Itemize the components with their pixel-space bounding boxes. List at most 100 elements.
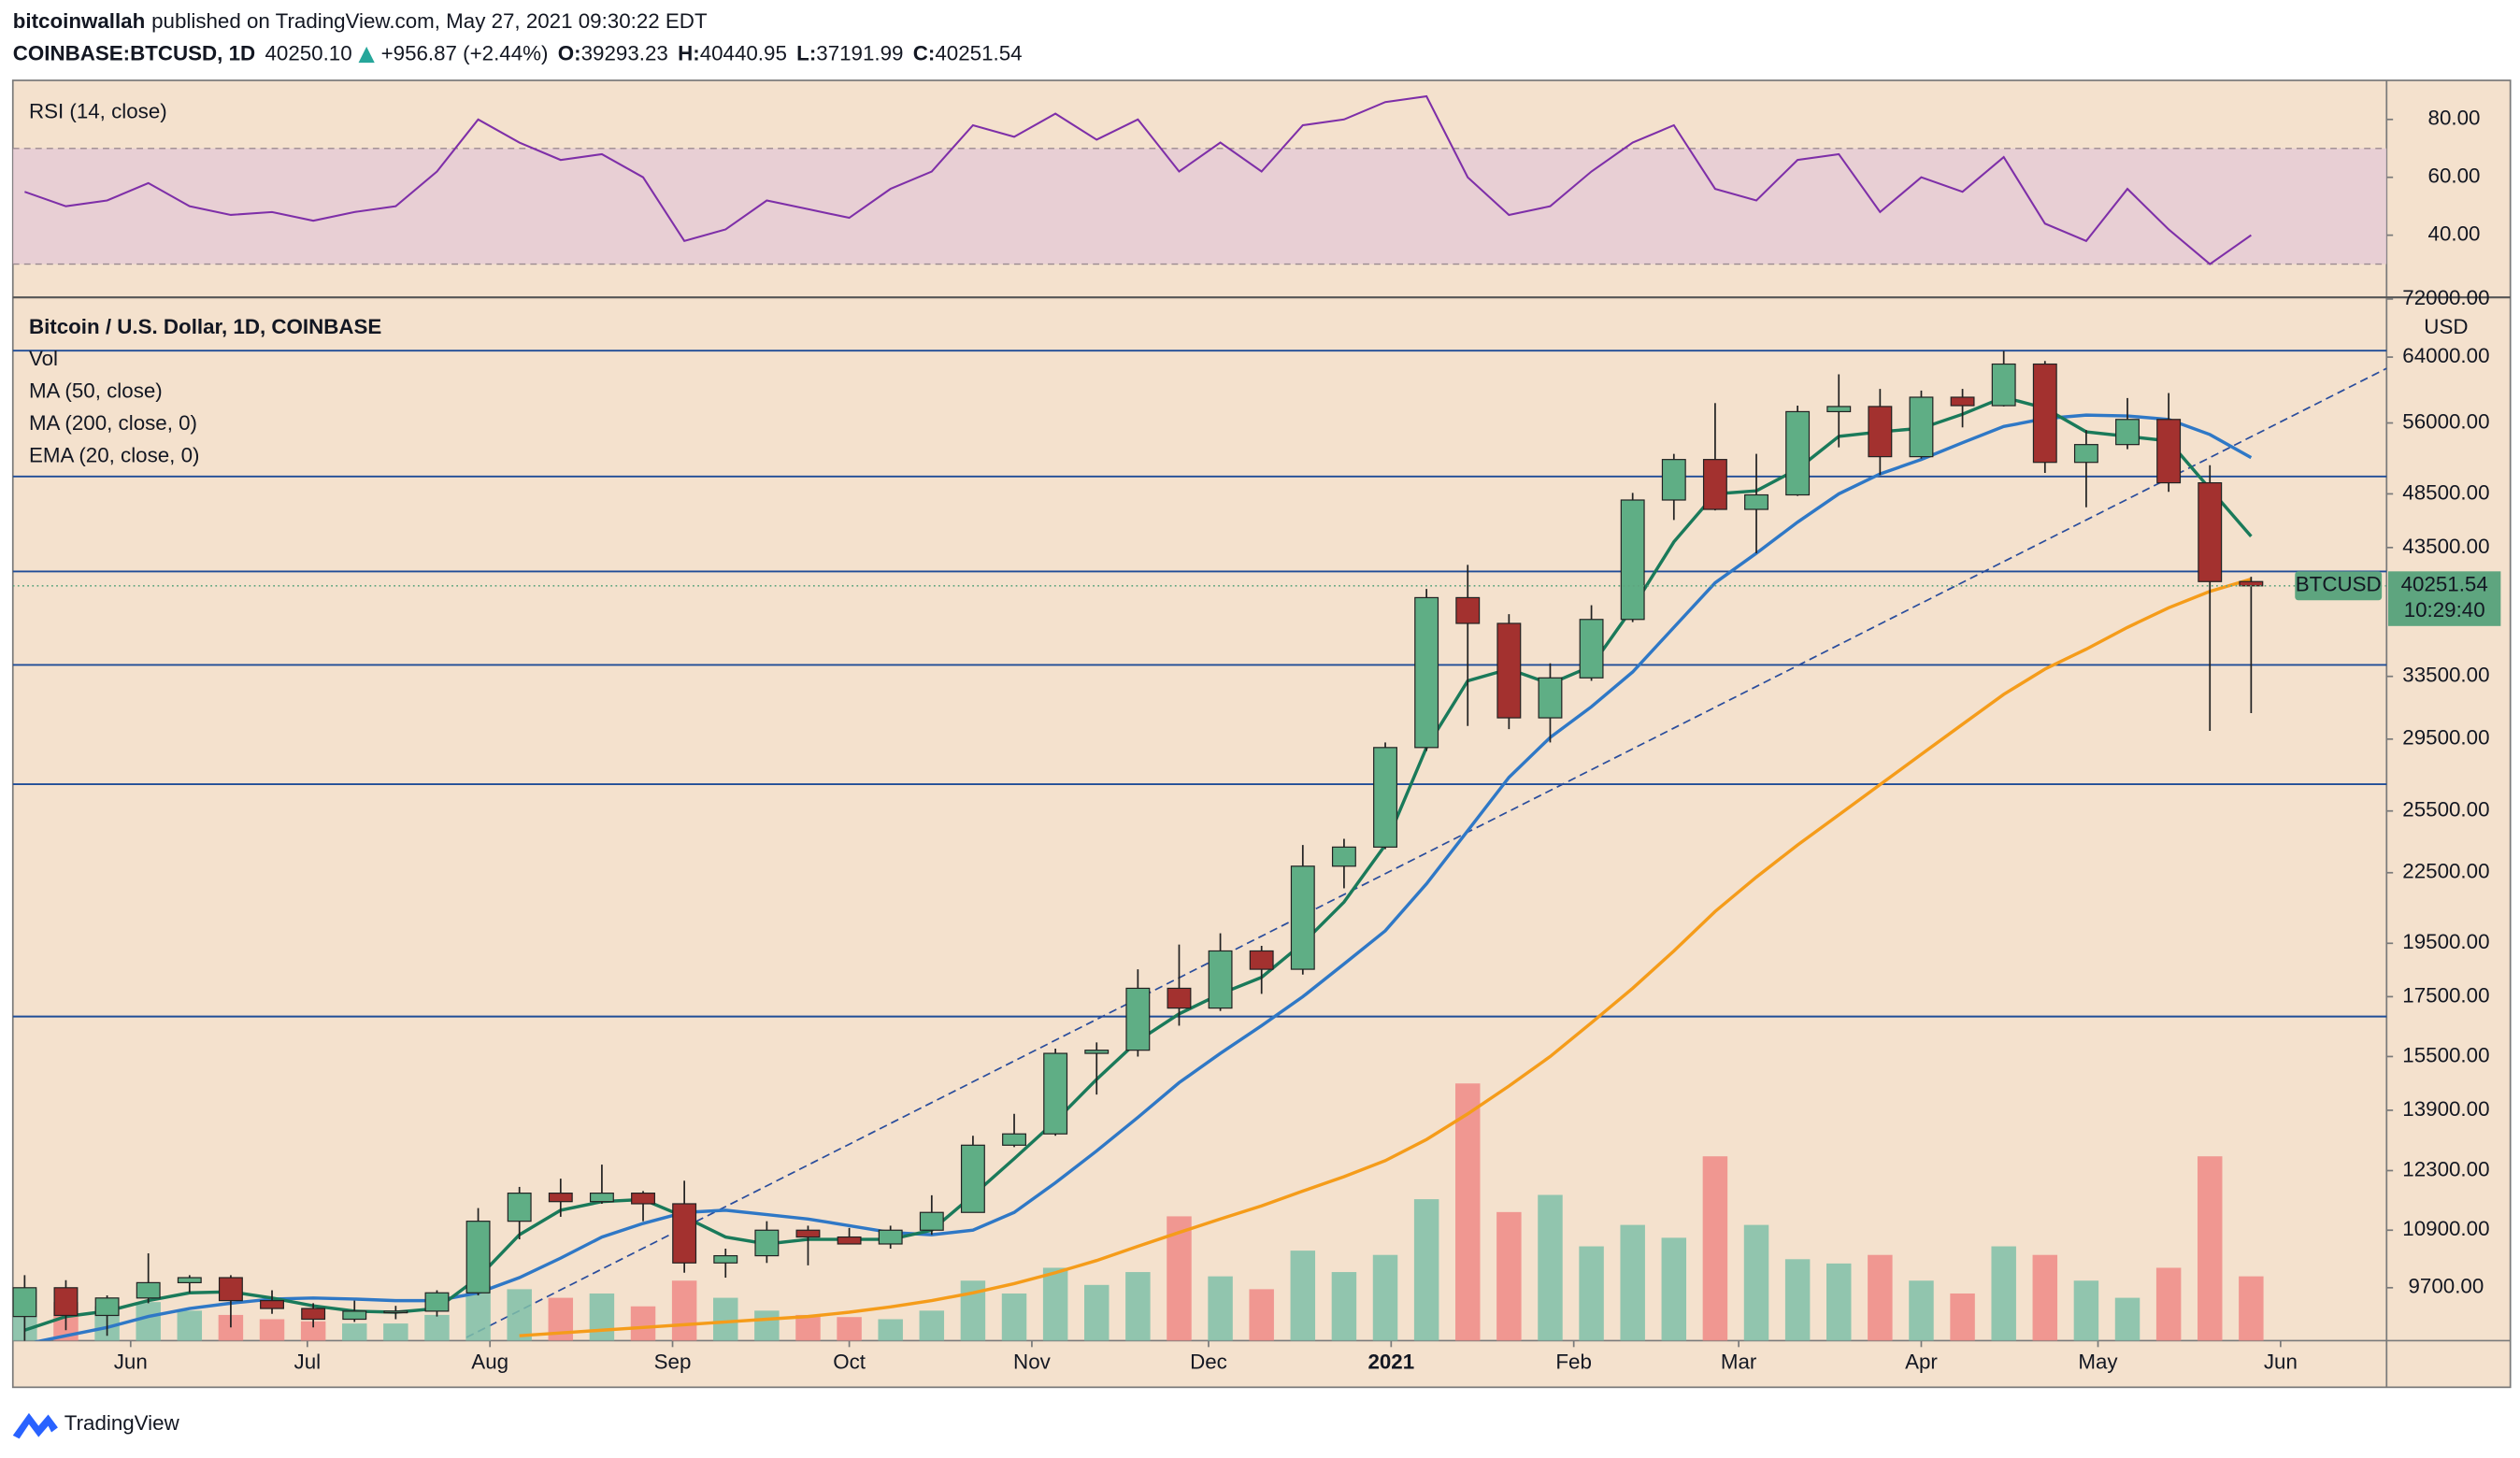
candle-body <box>713 1254 738 1264</box>
logo-mark <box>12 1412 58 1439</box>
header-field: +956.87 (+2.44%) <box>381 41 549 64</box>
header-field: 40250.10 <box>265 41 351 64</box>
candle-body <box>342 1310 367 1321</box>
volume-bar <box>1084 1284 1110 1341</box>
rsi-line <box>24 94 2252 265</box>
price-tick-label: 17500.00 <box>2402 983 2489 1007</box>
volume-bar <box>795 1314 821 1341</box>
candle-body <box>960 1144 985 1213</box>
candle-body <box>136 1281 161 1299</box>
candle-body <box>837 1236 862 1245</box>
candle-body <box>1084 1050 1110 1054</box>
volume-bar <box>2073 1280 2099 1341</box>
time-tick-label: Mar <box>1721 1350 1757 1373</box>
volume-bar <box>1042 1267 1068 1341</box>
brand: TradingView <box>64 1411 180 1435</box>
time-tick-label: Jun <box>114 1350 148 1373</box>
rsi-plot <box>12 94 2387 265</box>
candle-body <box>1290 865 1315 970</box>
volume-bar <box>259 1319 285 1341</box>
up-arrow <box>358 46 375 64</box>
candle-body <box>260 1299 284 1309</box>
candle-body <box>1785 410 1811 496</box>
ma-legend: EMA (20, close, 0) <box>29 443 200 466</box>
rsi-tick-label: 60.00 <box>2428 164 2481 188</box>
candle-body <box>2032 363 2057 464</box>
volume-bar <box>837 1317 862 1341</box>
rsi-band <box>12 148 2387 264</box>
candle-body <box>878 1229 903 1245</box>
price-tag <box>2388 571 2501 626</box>
price-plot <box>12 350 2387 1341</box>
volume-bar <box>1868 1254 1893 1341</box>
volume-bar <box>1001 1293 1027 1341</box>
volume-bar <box>1661 1237 1687 1341</box>
volume-bar <box>1372 1254 1398 1341</box>
volume-bar <box>2032 1254 2058 1341</box>
volume-bar <box>878 1319 903 1341</box>
candle-body <box>1744 493 1768 510</box>
volume-bar <box>383 1323 408 1341</box>
rsi-legend: RSI (14, close) <box>29 99 167 122</box>
price-tick-label: 10900.00 <box>2402 1217 2489 1240</box>
candle-body <box>383 1310 408 1314</box>
volume-bar <box>1538 1194 1563 1341</box>
candle-body <box>1496 622 1522 719</box>
candle-body <box>1414 596 1439 749</box>
price-legend-title: Bitcoin / U.S. Dollar, 1D, COINBASE <box>29 315 381 338</box>
volume-bar <box>2198 1156 2223 1341</box>
time-tick-label: Dec <box>1190 1350 1227 1373</box>
volume-bar <box>2155 1267 2182 1341</box>
candle-body <box>1538 677 1563 719</box>
volume-bar <box>1125 1272 1151 1341</box>
moving-average <box>519 578 2252 1337</box>
volume-bar <box>507 1289 532 1341</box>
volume-bar <box>1826 1263 1852 1341</box>
volume-bar <box>1331 1272 1357 1341</box>
volume-bar <box>1909 1280 1934 1341</box>
volume-bar <box>300 1321 326 1341</box>
candle-body <box>1373 747 1397 848</box>
axes: 40.00 60.00 80.00 9700.00 10900.00 12300.00 13… <box>114 107 2501 1373</box>
time-tick-label: Nov <box>1013 1350 1052 1373</box>
symbol-line: COINBASE:BTCUSD, 1D 40250.10 +956.87 (+2.4… <box>13 41 1023 64</box>
symbol-tag-label: BTCUSD <box>2296 573 2382 596</box>
currency-label: USD <box>2424 315 2468 338</box>
price-tick-label: 12300.00 <box>2402 1157 2489 1180</box>
price-tick-label: 64000.00 <box>2402 344 2489 367</box>
candle-body <box>1043 1052 1068 1135</box>
time-tick-label: Jul <box>294 1350 322 1373</box>
price-tag-value: 40251.54 <box>2401 573 2488 596</box>
price-tick-label: 43500.00 <box>2402 535 2489 558</box>
candle-body <box>2156 419 2182 484</box>
chart-frame <box>11 79 2512 1389</box>
candle-body <box>1331 846 1356 867</box>
published-info: published on TradingView.com, May 27, 20… <box>151 9 708 33</box>
time-tick-label: Aug <box>471 1350 508 1373</box>
candle-body <box>548 1193 573 1203</box>
volume-bar <box>1208 1276 1233 1341</box>
price-tick-label: 15500.00 <box>2402 1043 2489 1066</box>
volume-bar <box>1620 1224 1645 1341</box>
volume-bar <box>2114 1297 2141 1341</box>
header-field: 37191.99 <box>816 41 903 64</box>
candle-body <box>1950 396 1975 407</box>
volume-bar <box>713 1297 738 1341</box>
volume-bar <box>630 1306 656 1341</box>
header-field: 39293.23 <box>581 41 668 64</box>
volume-bar <box>1249 1289 1274 1341</box>
candle-body <box>631 1193 655 1205</box>
volume-bar <box>919 1310 945 1341</box>
volume-bar <box>1496 1211 1522 1341</box>
time-tick-label: Oct <box>833 1350 866 1373</box>
price-tick-label: 72000.00 <box>2402 286 2489 309</box>
candle-body <box>589 1193 614 1203</box>
header-field: H: <box>678 41 700 64</box>
candle-body <box>1661 459 1686 501</box>
candle-body <box>2115 419 2140 446</box>
volume-bar <box>1991 1246 2016 1341</box>
candle-body <box>1702 459 1727 510</box>
time-tick-label: Sep <box>654 1350 692 1373</box>
